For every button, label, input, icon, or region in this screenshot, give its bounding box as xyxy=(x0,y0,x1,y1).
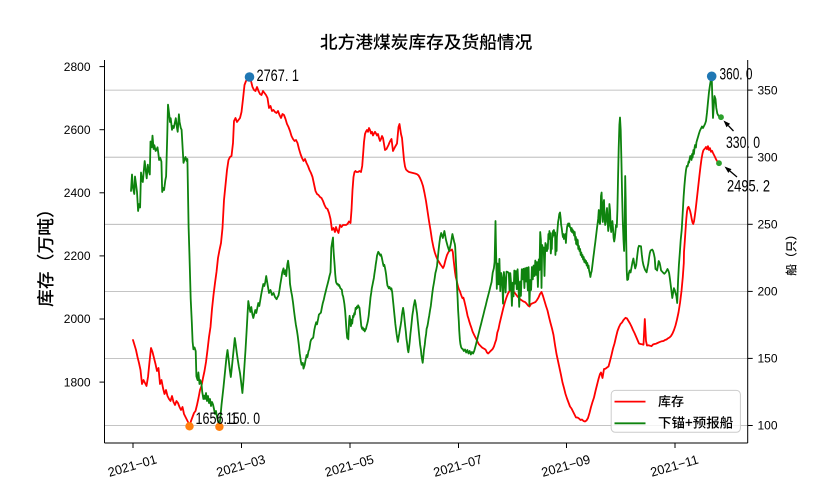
svg-text:350: 350 xyxy=(758,83,778,97)
svg-text:100: 100 xyxy=(758,419,778,433)
svg-text:360. 0: 360. 0 xyxy=(720,66,753,84)
svg-text:200: 200 xyxy=(758,285,778,299)
svg-text:250: 250 xyxy=(758,218,778,232)
svg-text:150: 150 xyxy=(758,352,778,366)
svg-text:2400: 2400 xyxy=(64,186,91,200)
svg-text:2000: 2000 xyxy=(64,312,91,326)
svg-text:1800: 1800 xyxy=(64,375,91,389)
svg-text:2200: 2200 xyxy=(64,249,91,263)
svg-text:330. 0: 330. 0 xyxy=(726,134,760,152)
svg-text:2800: 2800 xyxy=(64,60,91,74)
svg-text:2495. 2: 2495. 2 xyxy=(727,178,770,196)
svg-text:2767. 1: 2767. 1 xyxy=(257,67,300,85)
svg-text:2600: 2600 xyxy=(64,123,91,137)
svg-text:300: 300 xyxy=(758,150,778,164)
svg-text:150. 0: 150. 0 xyxy=(226,410,260,428)
svg-text:1656. 1: 1656. 1 xyxy=(196,410,238,428)
